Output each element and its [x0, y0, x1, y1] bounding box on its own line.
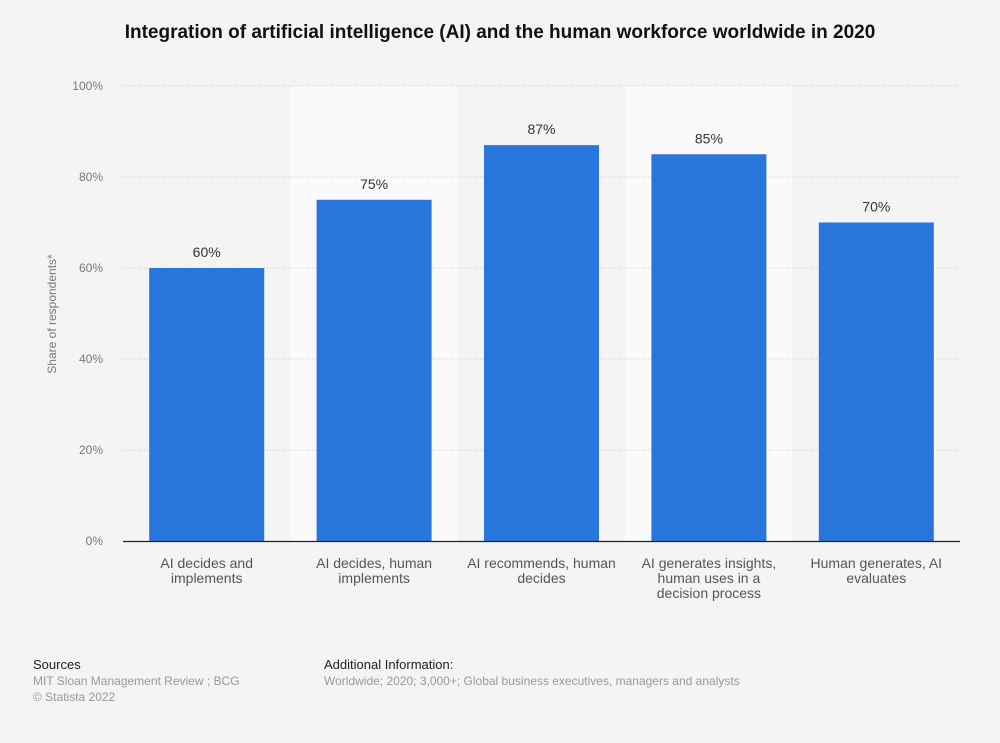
- chart-title: Integration of artificial intelligence (…: [124, 22, 876, 43]
- data-label: 60%: [193, 244, 221, 260]
- bar: [149, 268, 265, 541]
- data-label: 87%: [527, 121, 555, 137]
- x-category-label-line: AI decides, human: [316, 555, 432, 571]
- x-category-label-line: decision process: [657, 585, 761, 601]
- y-tick-label: 40%: [79, 352, 103, 366]
- y-axis-ticks: 0% 20% 40% 60% 80% 100%: [72, 79, 103, 548]
- y-tick-label: 20%: [79, 443, 103, 457]
- x-category-label-line: evaluates: [846, 570, 906, 586]
- x-category-label: AI decides and implements: [160, 555, 253, 586]
- x-category-label-line: decides: [517, 570, 565, 586]
- x-category-label-line: AI generates insights,: [642, 555, 777, 571]
- additional-info-text: Worldwide; 2020; 3,000+; Global business…: [324, 674, 740, 688]
- x-category-label: AI recommends, human decides: [467, 555, 616, 586]
- sources-text: MIT Sloan Management Review ; BCG: [33, 674, 240, 688]
- x-category-label: AI generates insights, human uses in a dec…: [642, 555, 777, 601]
- y-tick-label: 60%: [79, 261, 103, 275]
- x-category-label: AI decides, human implements: [316, 555, 432, 586]
- data-label: 75%: [360, 176, 388, 192]
- x-category-label-line: implements: [171, 570, 243, 586]
- x-category-label-line: AI recommends, human: [467, 555, 616, 571]
- y-axis-label: Share of respondents*: [45, 254, 59, 374]
- y-tick-label: 100%: [72, 79, 103, 93]
- sources-block: Sources MIT Sloan Management Review ; BC…: [33, 657, 240, 705]
- data-label: 85%: [695, 130, 723, 146]
- bar: [316, 199, 432, 541]
- y-tick-label: 0%: [86, 534, 104, 548]
- bar: [651, 154, 767, 541]
- x-category-label-line: human uses in a: [658, 570, 761, 586]
- sources-heading: Sources: [33, 657, 81, 672]
- bar: [818, 222, 934, 541]
- x-category-label-line: implements: [338, 570, 410, 586]
- y-tick-label: 80%: [79, 170, 103, 184]
- additional-info-block: Additional Information: Worldwide; 2020;…: [324, 657, 740, 689]
- bars: [149, 145, 934, 541]
- data-label: 70%: [862, 199, 890, 215]
- copyright-text: © Statista 2022: [33, 690, 116, 704]
- x-category-label-line: AI decides and: [160, 555, 253, 571]
- data-labels: 60% 75% 87% 85% 70%: [193, 121, 891, 260]
- bar: [484, 145, 599, 541]
- x-category-label-line: Human generates, AI: [811, 555, 943, 571]
- x-category-label: Human generates, AI evaluates: [811, 555, 943, 586]
- additional-info-heading: Additional Information:: [324, 657, 454, 672]
